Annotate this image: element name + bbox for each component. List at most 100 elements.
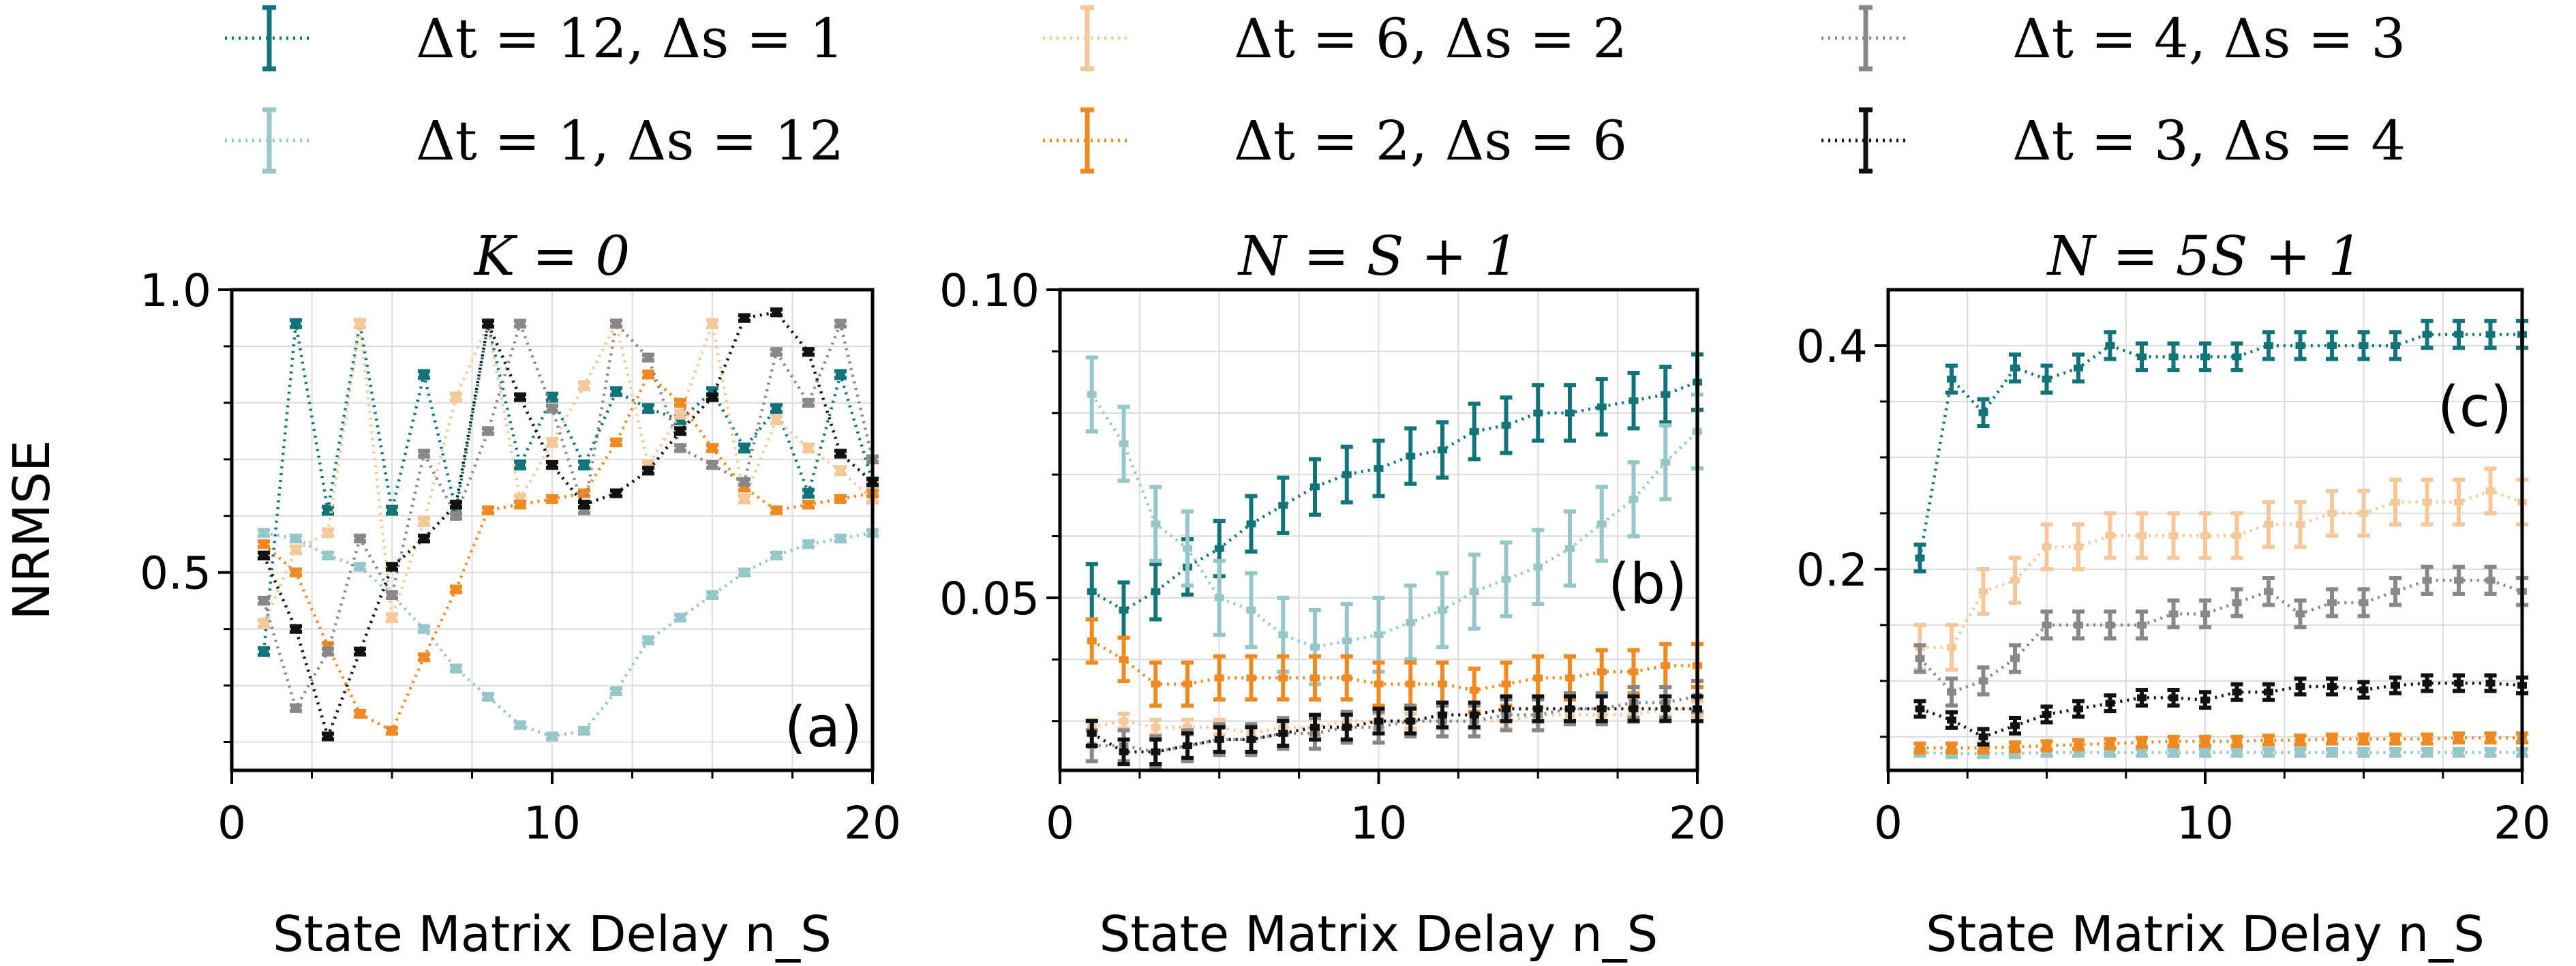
point-marker [2327, 509, 2337, 517]
point-marker [611, 438, 621, 446]
data-point [674, 408, 686, 420]
data-point [2072, 522, 2085, 571]
data-point [2357, 330, 2370, 361]
data-point [290, 567, 302, 577]
point-marker [2042, 711, 2052, 719]
data-point [1309, 654, 1321, 702]
data-point [1913, 699, 1926, 719]
point-marker [1119, 717, 1129, 725]
point-marker [2264, 689, 2273, 696]
point-marker [643, 354, 653, 361]
point-marker [1438, 607, 1447, 614]
point-marker [2074, 741, 2083, 749]
data-point [514, 720, 526, 730]
data-point [1913, 542, 1926, 574]
point-marker [483, 693, 493, 701]
point-marker [1661, 391, 1671, 398]
point-marker [2422, 577, 2432, 584]
data-point [2357, 587, 2370, 618]
series-s3 [1913, 673, 2528, 747]
data-point [514, 392, 526, 402]
data-point [2167, 746, 2180, 758]
point-marker [1214, 674, 1224, 682]
data-point [2230, 682, 2243, 702]
x-tick-label: 0 [217, 797, 246, 849]
data-point [1595, 648, 1608, 696]
series-s1 [1913, 746, 2528, 759]
data-point [1372, 438, 1385, 498]
point-marker [740, 495, 749, 502]
data-point [2009, 556, 2021, 605]
data-point [1532, 694, 1545, 723]
point-marker [1978, 409, 1988, 417]
data-point [2072, 738, 2085, 751]
point-marker [1406, 717, 1416, 725]
point-marker [1661, 705, 1671, 712]
point-marker [2327, 683, 2337, 691]
data-point [1595, 694, 1608, 723]
data-point [1436, 571, 1449, 650]
data-point [2262, 576, 2275, 607]
point-marker [483, 427, 493, 435]
data-point [2326, 587, 2338, 618]
data-point [834, 494, 847, 504]
point-marker [2391, 682, 2400, 689]
data-point [2009, 352, 2021, 384]
series-s12 [258, 318, 879, 657]
point-marker [1915, 554, 1925, 562]
data-point [258, 550, 270, 560]
data-point [1627, 371, 1640, 431]
point-marker [2422, 736, 2432, 743]
legend: Δt = 12, Δs = 1 Δt = 1, Δs = 12 Δt = 6, Δs… [225, 5, 2406, 174]
point-marker [2454, 734, 2464, 742]
point-marker [1501, 680, 1511, 688]
series-s1 [258, 528, 879, 742]
data-point [514, 459, 526, 471]
series-line [262, 323, 875, 652]
data-point [258, 596, 270, 606]
point-marker [676, 399, 685, 406]
series-s3 [1085, 694, 1703, 766]
data-point [2136, 511, 2148, 560]
point-marker [1151, 723, 1161, 731]
data-point [354, 562, 366, 572]
point-marker [836, 467, 845, 474]
data-point [290, 703, 302, 713]
point-marker [515, 495, 525, 502]
point-marker [611, 687, 621, 695]
point-marker [515, 462, 525, 469]
data-point [1659, 694, 1672, 723]
point-marker [2074, 621, 2083, 629]
point-marker [2295, 521, 2305, 528]
data-point [2167, 341, 2180, 373]
point-marker [2264, 521, 2273, 528]
data-point [2453, 673, 2465, 693]
data-point [610, 437, 622, 448]
point-marker [1596, 668, 1607, 676]
point-marker [1342, 674, 1352, 682]
data-point [642, 352, 654, 363]
data-point [258, 618, 270, 629]
point-marker [772, 416, 781, 423]
data-point [642, 635, 654, 646]
point-marker [579, 382, 589, 389]
data-point [546, 459, 558, 470]
data-point [2421, 564, 2434, 596]
data-point [386, 562, 398, 572]
data-point [2009, 740, 2021, 754]
data-point [290, 318, 302, 329]
series-line [1918, 333, 2522, 558]
point-marker [419, 625, 429, 633]
point-marker [2105, 621, 2115, 629]
point-marker [2391, 498, 2400, 506]
point-marker [1533, 563, 1543, 571]
data-point [2199, 598, 2211, 630]
data-point [2040, 739, 2053, 753]
legend-label: Δt = 2, Δs = 6 [1234, 109, 1627, 172]
data-point [482, 505, 494, 515]
data-point [450, 500, 462, 510]
point-marker [1374, 680, 1384, 688]
data-point [482, 426, 494, 436]
point-marker [2485, 577, 2496, 584]
point-marker [836, 320, 845, 327]
